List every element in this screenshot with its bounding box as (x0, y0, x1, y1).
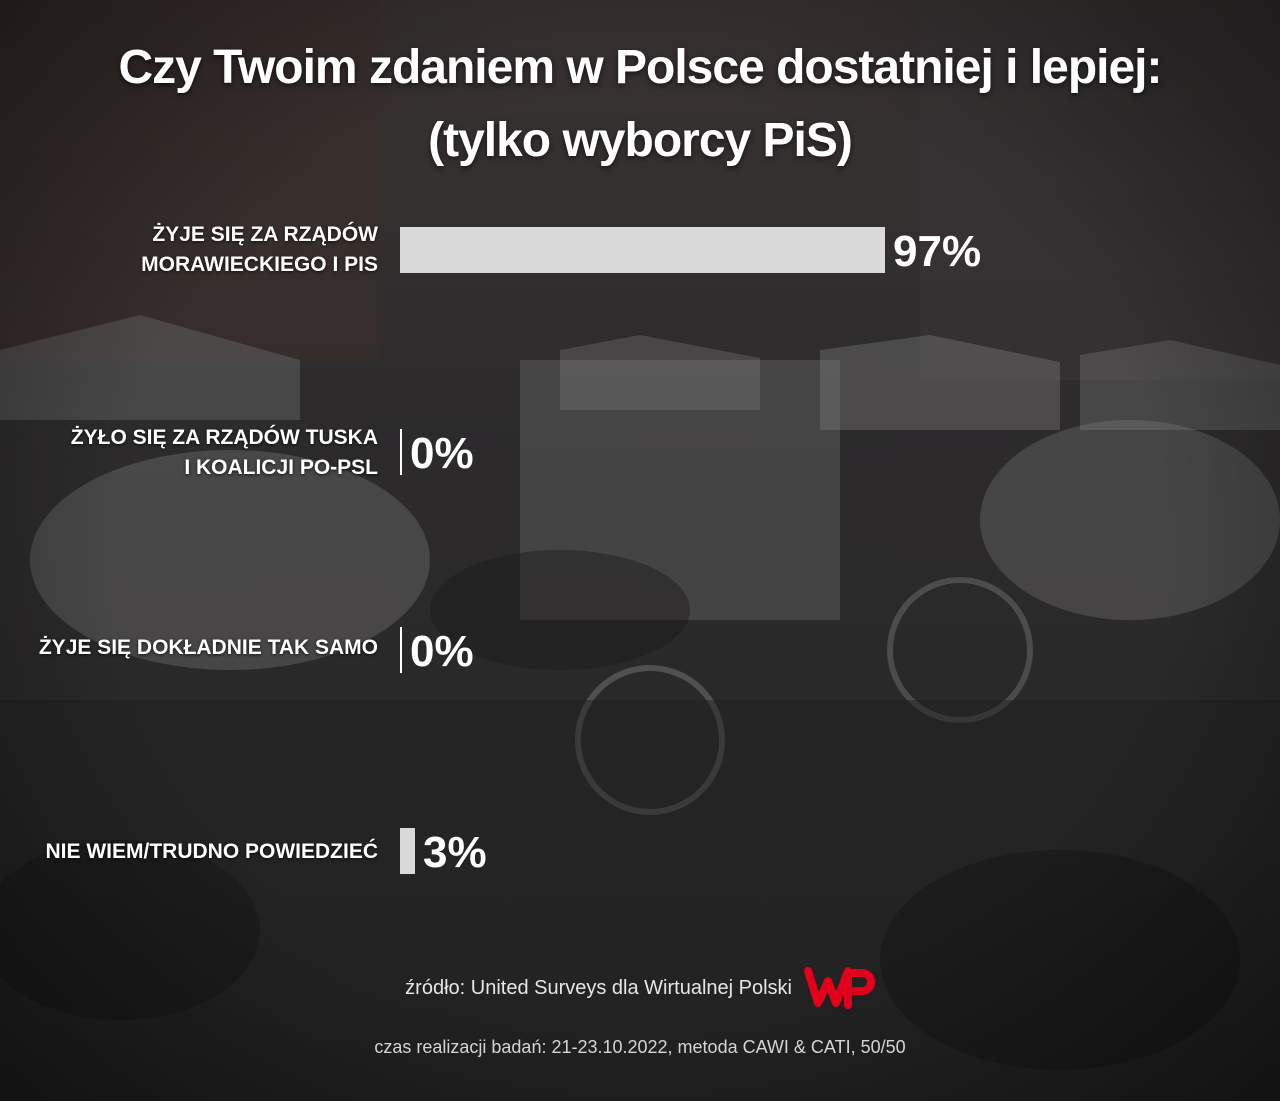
category-label-1-line-1: ŻYJE SIĘ ZA RZĄDÓW (152, 223, 378, 246)
category-label-4-line-1: NIE WIEM/TRUDNO POWIEDZIEĆ (45, 840, 379, 863)
chart-title: Czy Twoim zdaniem w Polsce dostatniej i … (118, 41, 1162, 94)
category-label-1: ŻYJE SIĘ ZA RZĄDÓW MORAWIECKIEGO I PIS (0, 220, 378, 280)
category-label-4: NIE WIEM/TRUDNO POWIEDZIEĆ (0, 837, 379, 867)
category-label-2-line-1: ŻYŁO SIĘ ZA RZĄDÓW TUSKA (70, 426, 378, 449)
method-note: czas realizacji badań: 21-23.10.2022, me… (374, 1037, 906, 1057)
value-label-1: 97% (893, 227, 981, 276)
category-label-2-line-2: I KOALICJI PO-PSL (184, 456, 378, 479)
chart-subtitle: (tylko wyborcy PiS) (428, 114, 853, 167)
value-label-4: 3% (423, 828, 487, 877)
category-label-1-line-2: MORAWIECKIEGO I PIS (141, 253, 378, 276)
wp-logo (804, 967, 875, 1009)
source-note: źródło: United Surveys dla Wirtualnej Po… (405, 977, 792, 999)
bar-4 (400, 828, 415, 874)
category-label-3-line-1: ŻYJE SIĘ DOKŁADNIE TAK SAMO (38, 636, 378, 659)
category-label-3: ŻYJE SIĘ DOKŁADNIE TAK SAMO (0, 633, 378, 663)
value-label-3: 0% (410, 627, 474, 676)
value-label-2: 0% (410, 429, 474, 478)
bar-1 (400, 227, 885, 273)
category-label-2: ŻYŁO SIĘ ZA RZĄDÓW TUSKA I KOALICJI PO-P… (0, 423, 378, 483)
